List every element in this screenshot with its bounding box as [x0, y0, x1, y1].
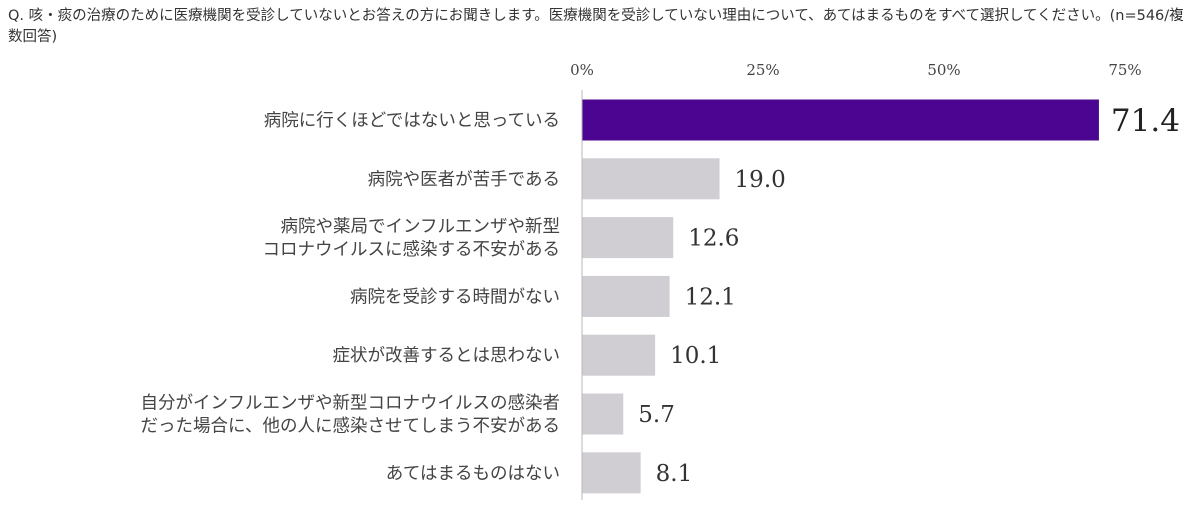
category-label: 病院を受診する時間がない [350, 287, 560, 307]
x-tick-label: 75% [1108, 61, 1141, 79]
bar [582, 334, 656, 376]
category-label: 病院に行くほどではないと思っている [264, 111, 560, 131]
bars [582, 99, 1099, 494]
bar [582, 452, 641, 494]
value-label: 10.1 [670, 343, 721, 369]
x-tick-label: 25% [746, 61, 779, 79]
category-label: コロナウイルスに感染する不安がある [263, 240, 561, 260]
bar [582, 393, 624, 435]
x-tick-label: 0% [570, 61, 594, 79]
bar [582, 275, 670, 317]
value-label: 71.4 [1111, 103, 1180, 139]
category-label: 自分がインフルエンザや新型コロナウイルスの感染者 [141, 394, 560, 414]
x-axis-ticks: 0% 25% 50% 75% [570, 61, 1142, 79]
bar [582, 99, 1099, 141]
survey-question: Q. 咳・痰の治療のために医療機関を受診していないとお答えの方にお聞きします。医… [8, 8, 1184, 45]
value-label: 19.0 [735, 167, 786, 193]
category-label: だった場合に、他の人に感染させてしまう不安がある [141, 417, 560, 437]
x-tick-label: 50% [927, 61, 960, 79]
value-labels: 71.4 19.0 12.6 12.1 10.1 5.7 8.1 [638, 103, 1180, 487]
category-label: 病院や医者が苦手である [368, 170, 560, 190]
bar [582, 158, 720, 200]
value-label: 12.1 [685, 284, 736, 310]
category-label: 症状が改善するとは思わない [333, 346, 561, 366]
bar [582, 217, 674, 259]
value-label: 12.6 [688, 226, 739, 252]
value-label: 8.1 [656, 461, 693, 487]
value-label: 5.7 [638, 402, 675, 428]
category-label: 病院や薬局でインフルエンザや新型 [281, 217, 560, 237]
category-label: あてはまるものはない [386, 464, 560, 484]
category-labels: 病院に行くほどではないと思っている病院や医者が苦手である病院や薬局でインフルエン… [141, 111, 560, 484]
